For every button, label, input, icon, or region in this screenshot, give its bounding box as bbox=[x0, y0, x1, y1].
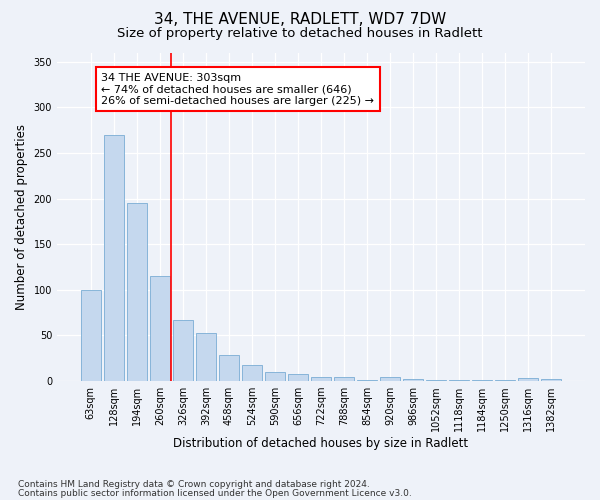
X-axis label: Distribution of detached houses by size in Radlett: Distribution of detached houses by size … bbox=[173, 437, 469, 450]
Bar bbox=[81, 290, 101, 381]
Bar bbox=[127, 203, 146, 381]
Bar bbox=[427, 380, 446, 381]
Bar bbox=[219, 354, 239, 381]
Text: Contains public sector information licensed under the Open Government Licence v3: Contains public sector information licen… bbox=[18, 488, 412, 498]
Y-axis label: Number of detached properties: Number of detached properties bbox=[15, 124, 28, 310]
Bar bbox=[173, 320, 193, 381]
Bar bbox=[449, 380, 469, 381]
Text: 34 THE AVENUE: 303sqm
← 74% of detached houses are smaller (646)
26% of semi-det: 34 THE AVENUE: 303sqm ← 74% of detached … bbox=[101, 72, 374, 106]
Bar bbox=[196, 332, 216, 381]
Bar bbox=[150, 276, 170, 381]
Bar bbox=[518, 378, 538, 381]
Bar bbox=[357, 380, 377, 381]
Text: Size of property relative to detached houses in Radlett: Size of property relative to detached ho… bbox=[117, 28, 483, 40]
Bar bbox=[288, 374, 308, 381]
Bar bbox=[496, 380, 515, 381]
Bar bbox=[380, 376, 400, 381]
Bar bbox=[334, 376, 354, 381]
Bar bbox=[311, 376, 331, 381]
Bar bbox=[472, 380, 492, 381]
Bar bbox=[104, 134, 124, 381]
Text: Contains HM Land Registry data © Crown copyright and database right 2024.: Contains HM Land Registry data © Crown c… bbox=[18, 480, 370, 489]
Bar bbox=[541, 380, 561, 381]
Bar bbox=[403, 380, 423, 381]
Text: 34, THE AVENUE, RADLETT, WD7 7DW: 34, THE AVENUE, RADLETT, WD7 7DW bbox=[154, 12, 446, 28]
Bar bbox=[242, 364, 262, 381]
Bar bbox=[265, 372, 285, 381]
